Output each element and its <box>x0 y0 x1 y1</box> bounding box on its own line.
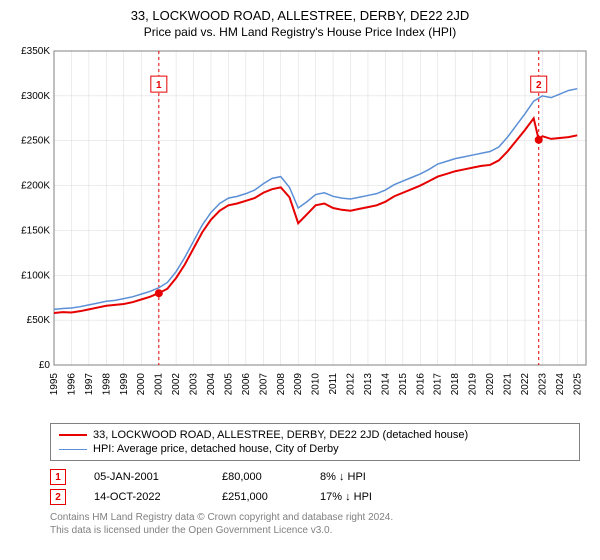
sale-change: 8% ↓ HPI <box>320 471 410 483</box>
svg-text:1998: 1998 <box>101 373 112 396</box>
legend-row: HPI: Average price, detached house, City… <box>59 442 571 456</box>
svg-text:2012: 2012 <box>346 373 357 396</box>
legend-label: HPI: Average price, detached house, City… <box>93 443 339 455</box>
svg-text:2: 2 <box>536 80 542 91</box>
svg-text:2021: 2021 <box>503 373 514 396</box>
svg-text:2014: 2014 <box>380 373 391 396</box>
svg-text:2024: 2024 <box>555 373 566 396</box>
svg-text:1995: 1995 <box>49 373 60 396</box>
footnote: Contains HM Land Registry data © Crown c… <box>50 511 580 537</box>
sale-change: 17% ↓ HPI <box>320 491 410 503</box>
svg-text:£350K: £350K <box>21 46 50 57</box>
svg-text:2023: 2023 <box>537 373 548 396</box>
svg-text:2001: 2001 <box>154 373 165 396</box>
sales-row: 1 05-JAN-2001 £80,000 8% ↓ HPI <box>50 467 580 487</box>
sale-marker: 2 <box>50 489 66 505</box>
legend-swatch <box>59 434 87 436</box>
svg-text:2025: 2025 <box>572 373 583 396</box>
svg-text:1996: 1996 <box>66 373 77 396</box>
legend-swatch <box>59 449 87 450</box>
legend-row: 33, LOCKWOOD ROAD, ALLESTREE, DERBY, DE2… <box>59 428 571 442</box>
legend-box: 33, LOCKWOOD ROAD, ALLESTREE, DERBY, DE2… <box>50 423 580 461</box>
svg-text:2020: 2020 <box>485 373 496 396</box>
chart-container: 33, LOCKWOOD ROAD, ALLESTREE, DERBY, DE2… <box>0 0 600 560</box>
svg-text:2018: 2018 <box>450 373 461 396</box>
svg-text:2019: 2019 <box>468 373 479 396</box>
footnote-line-2: This data is licensed under the Open Gov… <box>50 524 580 537</box>
svg-text:£0: £0 <box>39 360 51 371</box>
svg-text:2002: 2002 <box>171 373 182 396</box>
sale-date: 05-JAN-2001 <box>94 471 194 483</box>
chart-svg: £0 £50K £100K £150K £200K £250K £300K £350K 1995… <box>10 45 590 415</box>
svg-text:1: 1 <box>156 80 162 91</box>
svg-text:2010: 2010 <box>311 373 322 396</box>
chart-plot-area: £0 £50K £100K £150K £200K £250K £300K £350K 1995… <box>10 45 590 415</box>
legend-label: 33, LOCKWOOD ROAD, ALLESTREE, DERBY, DE2… <box>93 429 468 441</box>
footnote-line-1: Contains HM Land Registry data © Crown c… <box>50 511 580 524</box>
svg-text:2004: 2004 <box>206 373 217 396</box>
svg-text:£300K: £300K <box>21 91 50 102</box>
svg-text:2016: 2016 <box>415 373 426 396</box>
svg-text:£150K: £150K <box>21 225 50 236</box>
svg-text:2017: 2017 <box>433 373 444 396</box>
svg-text:2006: 2006 <box>241 373 252 396</box>
svg-text:£50K: £50K <box>27 315 51 326</box>
sale-date: 14-OCT-2022 <box>94 491 194 503</box>
svg-text:2011: 2011 <box>328 373 339 395</box>
svg-text:2015: 2015 <box>398 373 409 396</box>
chart-subtitle: Price paid vs. HM Land Registry's House … <box>10 25 590 39</box>
svg-text:1999: 1999 <box>119 373 130 396</box>
svg-text:2007: 2007 <box>258 373 269 396</box>
svg-text:2009: 2009 <box>293 373 304 396</box>
svg-text:2003: 2003 <box>189 373 200 396</box>
svg-text:£100K: £100K <box>21 270 50 281</box>
chart-title: 33, LOCKWOOD ROAD, ALLESTREE, DERBY, DE2… <box>10 8 590 23</box>
svg-text:£200K: £200K <box>21 181 50 192</box>
sale-price: £80,000 <box>222 471 292 483</box>
svg-text:2008: 2008 <box>276 373 287 396</box>
svg-text:£250K: £250K <box>21 136 50 147</box>
svg-text:1997: 1997 <box>84 373 95 396</box>
sale-marker: 1 <box>50 469 66 485</box>
svg-text:2000: 2000 <box>136 373 147 396</box>
svg-text:2005: 2005 <box>223 373 234 396</box>
svg-text:2022: 2022 <box>520 373 531 396</box>
sales-table: 1 05-JAN-2001 £80,000 8% ↓ HPI 2 14-OCT-2022 £… <box>50 467 580 507</box>
sales-row: 2 14-OCT-2022 £251,000 17% ↓ HPI <box>50 487 580 507</box>
sale-price: £251,000 <box>222 491 292 503</box>
svg-text:2013: 2013 <box>363 373 374 396</box>
